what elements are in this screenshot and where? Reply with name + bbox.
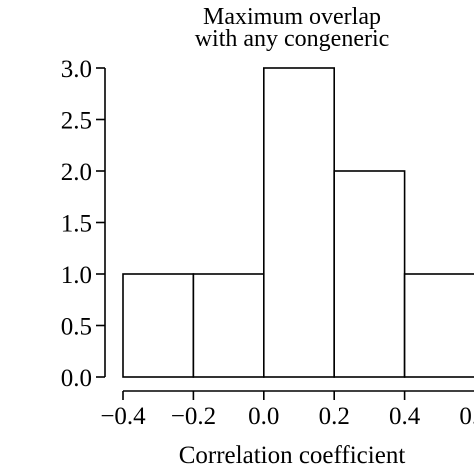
y-tick-label: 1.0 xyxy=(61,262,92,289)
x-tick-label: −0.2 xyxy=(171,403,216,430)
x-tick-label: 0.0 xyxy=(248,403,279,430)
histogram-bar xyxy=(333,170,406,378)
x-axis-label: Correlation coefficient xyxy=(179,442,406,469)
y-tick-label: 3.0 xyxy=(61,56,92,83)
histogram-bar xyxy=(403,273,474,378)
histogram-bar xyxy=(262,67,335,378)
histogram-bars xyxy=(122,67,474,378)
chart-title-line: with any congeneric xyxy=(195,26,390,52)
x-axis: −0.4 −0.2 0.0 0.2 0.4 0.6 xyxy=(100,390,474,430)
x-tick-label: 0.2 xyxy=(319,403,350,430)
x-tick-label: −0.4 xyxy=(100,403,146,430)
y-axis: 0.0 0.5 1.0 1.5 2.0 2.5 3.0 xyxy=(61,56,106,392)
y-tick-label: 2.5 xyxy=(61,108,92,135)
y-tick-label: 2.0 xyxy=(61,159,92,186)
x-tick-label: 0.6 xyxy=(459,403,474,430)
y-tick-label: 0.0 xyxy=(61,365,92,392)
histogram-bar xyxy=(122,273,195,378)
chart-title-line: Maximum overlap xyxy=(203,4,381,30)
histogram-bar xyxy=(192,273,265,378)
y-tick-label: 1.5 xyxy=(61,211,92,238)
x-tick-label: 0.4 xyxy=(389,403,421,430)
y-tick-label: 0.5 xyxy=(61,314,92,341)
